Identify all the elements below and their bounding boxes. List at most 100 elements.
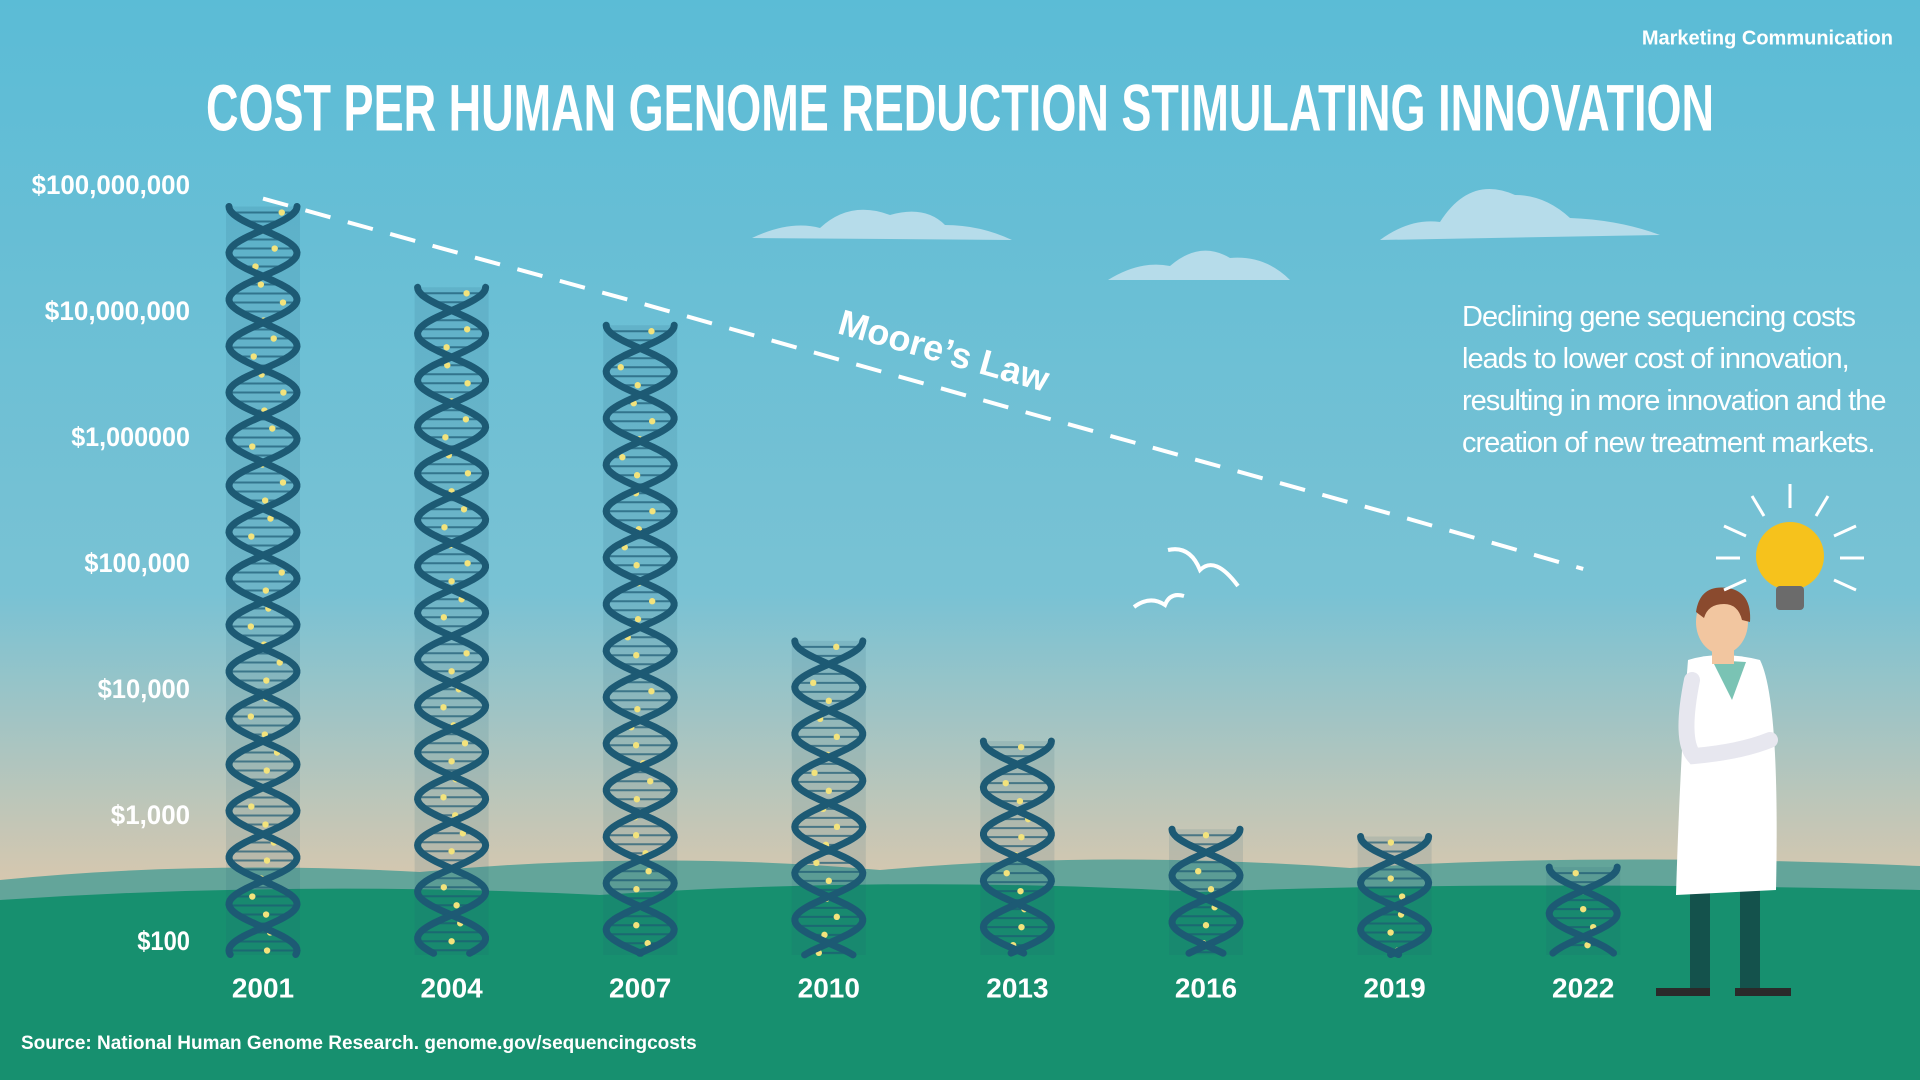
- dna-dot: [825, 697, 832, 705]
- dna-strand: [791, 637, 867, 959]
- dna-dot: [463, 650, 470, 657]
- dna-dot: [833, 733, 840, 741]
- dna-strand: [1545, 863, 1621, 957]
- x-tick-label: 2019: [1363, 972, 1425, 1003]
- y-tick-label: $1,000: [111, 800, 190, 830]
- dna-bar: [414, 283, 490, 957]
- dna-dot: [461, 740, 469, 747]
- dna-dot: [633, 796, 641, 803]
- dna-dot: [460, 506, 468, 513]
- dna-dot: [270, 335, 277, 342]
- header-label: Marketing Communication: [1642, 27, 1893, 49]
- dna-dot: [279, 299, 287, 306]
- dna-dot: [1018, 833, 1025, 841]
- y-tick-label: $1,000000: [71, 422, 190, 452]
- dna-dot: [464, 380, 471, 387]
- y-tick-label: $10,000,000: [45, 296, 190, 326]
- dna-dot: [1202, 832, 1210, 839]
- dna-dot: [1003, 869, 1010, 877]
- dna-dot: [248, 533, 255, 540]
- dna-dot: [647, 778, 654, 785]
- dna-dot: [444, 362, 451, 369]
- dna-dot: [632, 832, 640, 839]
- dna-dot: [648, 598, 656, 605]
- x-tick-label: 2001: [232, 972, 294, 1003]
- dna-dot: [833, 913, 840, 921]
- y-tick-label: $100: [137, 926, 190, 956]
- dna-strand: [979, 737, 1055, 957]
- dna-dot: [1387, 839, 1395, 846]
- x-tick-label: 2016: [1175, 972, 1237, 1003]
- y-tick-label: $100,000: [84, 548, 190, 578]
- dna-dot: [448, 578, 455, 585]
- dna-strand: [1168, 825, 1244, 957]
- dna-dot: [459, 830, 467, 837]
- dna-dot: [617, 364, 624, 371]
- dna-dot: [267, 515, 274, 522]
- dna-dot: [448, 938, 455, 945]
- dna-dot: [1195, 868, 1202, 875]
- light-bulb: [1716, 484, 1864, 610]
- dna-dot: [279, 479, 287, 486]
- dna-dot: [1017, 743, 1025, 751]
- dna-dot: [263, 767, 270, 774]
- dna-bar: [1357, 833, 1433, 958]
- dna-dot: [441, 524, 448, 531]
- dna-dot: [440, 704, 447, 711]
- dna-dot: [1572, 869, 1579, 877]
- dna-bar: [1168, 825, 1244, 957]
- dna-dot: [280, 389, 287, 396]
- dna-strand: [1357, 833, 1433, 958]
- birds: [1132, 547, 1240, 609]
- dna-dot: [633, 886, 640, 893]
- dna-dot: [645, 868, 652, 875]
- clouds: [752, 189, 1660, 280]
- dna-strand: [414, 283, 490, 957]
- dna-dot: [462, 416, 470, 423]
- dna-strand: [979, 737, 1055, 957]
- trend-line: [262, 196, 1584, 571]
- annotation: Declining gene sequencing costs leads to…: [1462, 301, 1886, 459]
- dna-strand: [225, 203, 301, 958]
- bar: [791, 640, 866, 955]
- dna-strand: [791, 637, 867, 959]
- dna-dot: [464, 470, 472, 477]
- scientist: [1656, 587, 1791, 996]
- dna-strand: [1357, 833, 1433, 958]
- dna-dot: [263, 947, 271, 954]
- dna-dot: [257, 281, 265, 288]
- dna-dot: [269, 425, 276, 432]
- dna-dot: [619, 454, 626, 461]
- dna-dot: [442, 434, 449, 441]
- dna-strand: [602, 321, 678, 957]
- dna-bar: [225, 203, 301, 958]
- dna-dot: [821, 931, 828, 939]
- dna-dot: [633, 922, 640, 929]
- dna-dot: [261, 497, 269, 504]
- dna-dot: [448, 668, 455, 675]
- dna-dot: [811, 769, 818, 777]
- chart-title: COST PER HUMAN GENOME REDUCTION STIMULAT…: [206, 70, 1714, 144]
- dna-dot: [249, 893, 256, 900]
- dna-dot: [634, 616, 642, 623]
- dna-dot: [463, 326, 471, 333]
- dna-dot: [263, 677, 270, 684]
- dna-dot: [262, 821, 269, 828]
- dna-bar: [979, 737, 1055, 957]
- dna-dot: [810, 679, 817, 687]
- dna-dot: [833, 643, 840, 651]
- dna-strand: [1545, 863, 1621, 957]
- dna-bar: [791, 637, 867, 959]
- dna-dot: [1398, 893, 1406, 900]
- dna-dot: [634, 706, 641, 713]
- dna-dot: [1002, 779, 1009, 787]
- dna-dot: [644, 940, 651, 947]
- dna-dot: [634, 382, 641, 389]
- dna-dot: [247, 623, 255, 630]
- dna-dot: [440, 794, 447, 801]
- dna-dot: [463, 290, 470, 297]
- dna-dot: [1584, 941, 1591, 949]
- dna-bar: [1545, 863, 1621, 957]
- dna-bar: [602, 321, 678, 957]
